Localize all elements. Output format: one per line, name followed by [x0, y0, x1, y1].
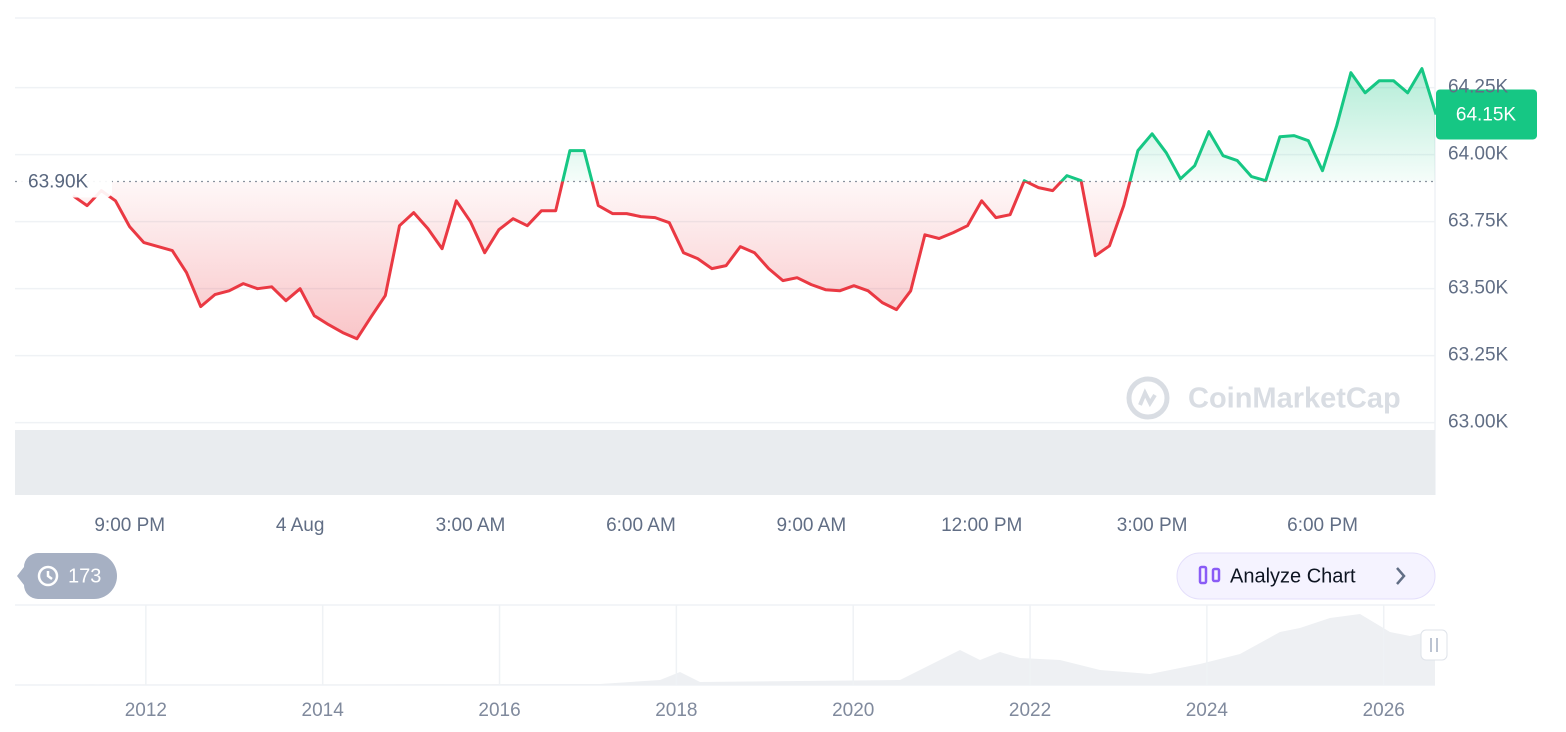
- navigator-history: [15, 614, 1435, 685]
- history-count: 173: [68, 565, 101, 587]
- y-tick-label: 64.00K: [1448, 144, 1509, 165]
- y-tick-label: 64.25K: [1448, 77, 1509, 98]
- line: [72, 67, 1438, 341]
- volume-area: [15, 430, 1435, 495]
- baseline-label-box: [20, 165, 112, 198]
- navigator-tick-label: 2016: [478, 700, 520, 721]
- navigator-handle[interactable]: [1420, 629, 1448, 661]
- y-tick-label: 63.00K: [1448, 412, 1509, 433]
- navigator: 2012 2014 2016 2018 2020 2022 2024 2026: [125, 605, 1405, 721]
- x-tick-label: 3:00 AM: [436, 515, 506, 536]
- watermark-text: CoinMarketCap: [1188, 383, 1401, 415]
- navigator-tick-label: 2026: [1363, 700, 1405, 721]
- x-tick-label: 6:00 AM: [606, 515, 676, 536]
- x-tick-label: 12:00 PM: [941, 515, 1022, 536]
- analyze-button[interactable]: Analyze Chart: [1176, 552, 1436, 600]
- navigator-tick-label: 2024: [1186, 700, 1229, 721]
- x-tick-label: 4 Aug: [276, 515, 325, 536]
- watermark: CoinMarketCap: [1126, 376, 1401, 420]
- price-badge: [1436, 89, 1537, 140]
- analyze-label: Analyze Chart: [1230, 565, 1356, 587]
- history-badge[interactable]: 173: [17, 553, 117, 599]
- area: [72, 68, 1435, 339]
- y-tick-label: 63.75K: [1448, 211, 1509, 232]
- navigator-tick-label: 2022: [1009, 700, 1051, 721]
- x-tick-label: 9:00 AM: [776, 515, 846, 536]
- x-tick-label: 9:00 PM: [94, 515, 165, 536]
- series: 63.90K 64.15K: [15, 67, 1537, 341]
- navigator-tick-label: 2012: [125, 700, 167, 721]
- price-label: 64.15K: [1456, 104, 1517, 125]
- baseline-label: 63.90K: [28, 171, 89, 192]
- navigator-tick-label: 2014: [302, 700, 345, 721]
- x-tick-label: 3:00 PM: [1117, 515, 1188, 536]
- y-tick-label: 63.50K: [1448, 278, 1509, 299]
- y-tick-label: 63.25K: [1448, 345, 1509, 366]
- navigator-tick-label: 2020: [832, 700, 874, 721]
- x-tick-label: 6:00 PM: [1287, 515, 1358, 536]
- navigator-tick-label: 2018: [655, 700, 697, 721]
